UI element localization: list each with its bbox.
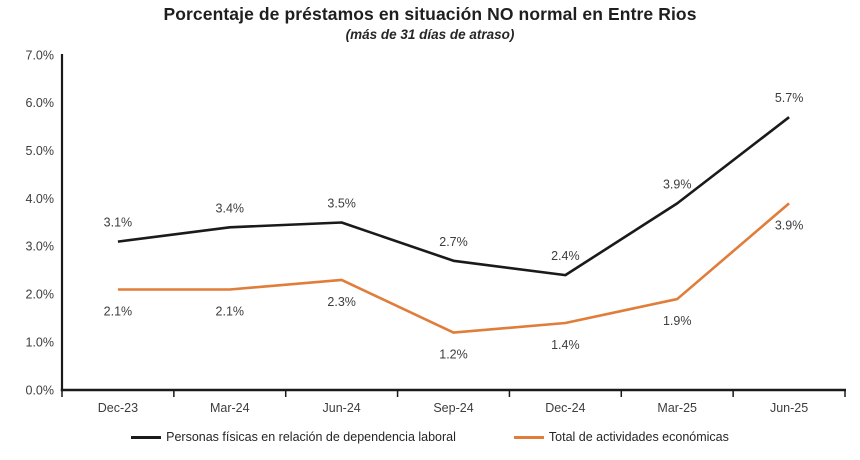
data-label: 2.1% <box>216 305 245 319</box>
x-axis-category-label: Jun-25 <box>770 401 808 415</box>
data-label: 2.3% <box>327 295 356 309</box>
y-axis-tick-label: 4.0% <box>26 192 55 206</box>
y-axis-tick-label: 6.0% <box>26 96 55 110</box>
legend: Personas físicas en relación de dependen… <box>0 430 860 444</box>
y-axis-tick-label: 7.0% <box>26 48 55 62</box>
x-axis-category-label: Sep-24 <box>433 401 473 415</box>
data-label: 3.5% <box>327 197 356 211</box>
legend-line-swatch <box>513 435 544 439</box>
y-axis-tick-label: 1.0% <box>26 335 55 349</box>
legend-item: Total de actividades económicas <box>513 430 729 444</box>
y-axis-tick-label: 0.0% <box>26 383 55 397</box>
y-axis-tick-label: 3.0% <box>26 240 55 254</box>
data-label: 5.7% <box>775 91 804 105</box>
chart-title: Porcentaje de préstamos en situación NO … <box>163 4 697 24</box>
legend-item: Personas físicas en relación de dependen… <box>131 430 456 444</box>
data-label: 3.4% <box>216 201 245 215</box>
x-axis-category-label: Dec-23 <box>98 401 138 415</box>
y-axis-tick-label: 5.0% <box>26 144 55 158</box>
legend-line-swatch <box>131 435 162 439</box>
data-label: 2.7% <box>439 235 468 249</box>
data-label: 2.1% <box>104 305 133 319</box>
data-label: 1.4% <box>551 338 580 352</box>
data-label: 3.9% <box>663 177 692 191</box>
series-line <box>117 116 790 277</box>
x-axis-category-label: Mar-24 <box>210 401 250 415</box>
data-label: 1.9% <box>663 314 692 328</box>
data-label: 3.9% <box>775 218 804 232</box>
data-label: 2.4% <box>551 249 580 263</box>
data-label: 3.1% <box>104 216 133 230</box>
data-label: 1.2% <box>439 348 468 362</box>
chart-subtitle: (más de 31 días de atraso) <box>345 27 515 42</box>
x-axis-category-label: Dec-24 <box>545 401 585 415</box>
legend-label: Personas físicas en relación de dependen… <box>166 430 456 444</box>
x-axis-category-label: Mar-25 <box>657 401 697 415</box>
x-axis-category-label: Jun-24 <box>323 401 361 415</box>
y-axis-tick-label: 2.0% <box>26 288 55 302</box>
legend-label: Total de actividades económicas <box>548 430 729 444</box>
series-line <box>117 202 790 334</box>
